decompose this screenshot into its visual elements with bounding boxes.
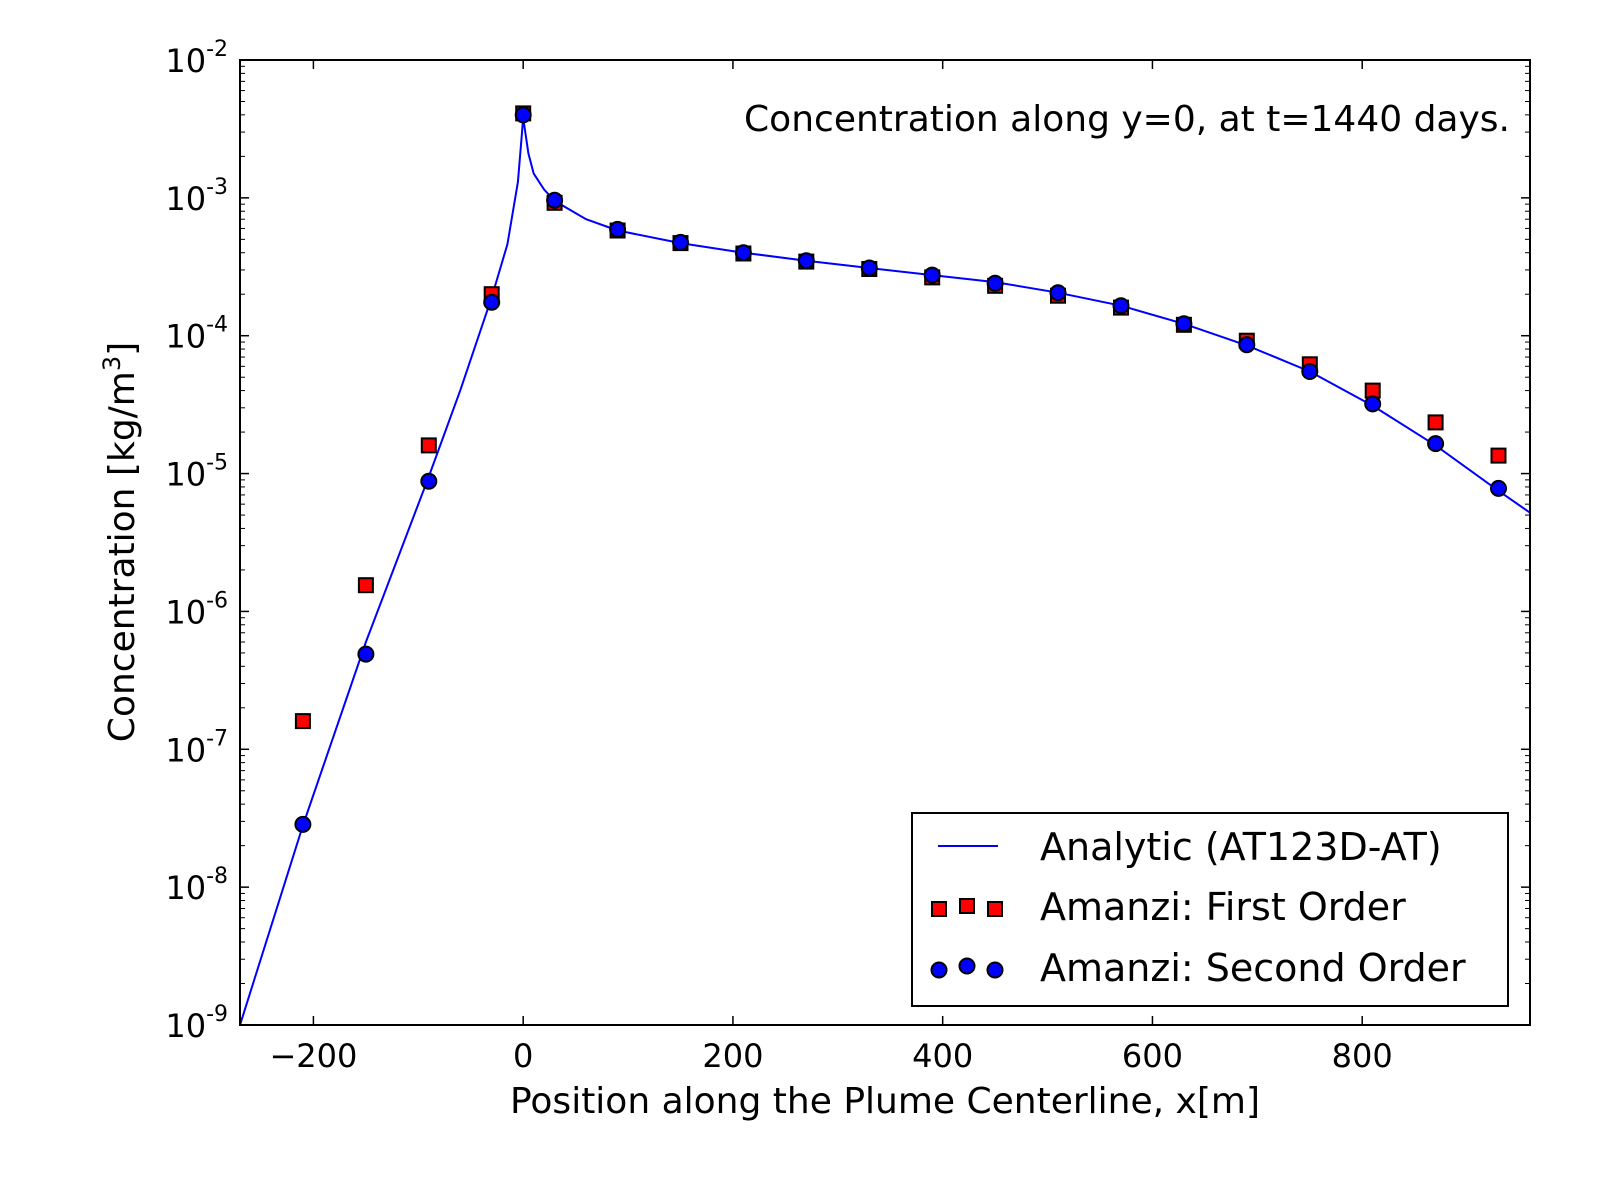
y-axis-label-sup: 3 [98, 356, 126, 371]
legend-label-analytic: Analytic (AT123D-AT) [1040, 825, 1442, 869]
second-order-point [514, 106, 532, 124]
legend: Analytic (AT123D-AT) Amanzi: First Order… [911, 812, 1509, 1007]
second-order-point [609, 220, 627, 238]
second-order-point [1301, 363, 1319, 380]
legend-marker-first-order [987, 901, 1003, 917]
y-axis-label: Concentration [kg/m3] [98, 342, 143, 742]
y-tick-label: 10-4 [165, 313, 228, 356]
second-order-point [483, 293, 501, 311]
first-order-point [294, 713, 311, 730]
y-tick-label: 10-7 [165, 726, 228, 769]
second-order-point [860, 259, 878, 277]
first-order-point [1427, 414, 1444, 431]
second-order-point [923, 266, 941, 284]
x-tick-label: 400 [912, 1037, 973, 1075]
second-order-point [1112, 297, 1130, 315]
y-tick-label: 10-2 [165, 37, 228, 80]
y-axis-label-end: ] [102, 342, 143, 356]
series-layer [240, 105, 1530, 1025]
plot-frame [239, 59, 1531, 1026]
y-tick-label: 10-9 [165, 1002, 228, 1045]
second-order-point [420, 472, 438, 490]
second-order-point [1175, 315, 1193, 333]
second-order-point [986, 274, 1004, 292]
x-tick-label: 600 [1122, 1037, 1183, 1075]
y-axis-label-main: Concentration [kg/m [102, 371, 143, 742]
first-order-point [357, 577, 374, 594]
legend-marker-second-order [986, 961, 1004, 979]
second-order-point [546, 191, 564, 209]
ticks-layer: −200 0 200 400 600 800 10-9 10-8 10-7 10-6 10-5 10-… [165, 37, 1530, 1075]
analytic-line [240, 117, 1530, 1025]
first-order-point [420, 437, 437, 454]
chart-annotation: Concentration along y=0, at t=1440 days. [744, 99, 1510, 140]
second-order-point [1490, 479, 1507, 497]
second-order-point [672, 233, 689, 251]
legend-label-second-order: Amanzi: Second Order [1040, 946, 1466, 990]
y-tick-label: 10-6 [165, 588, 228, 631]
legend-marker-first-order [959, 898, 975, 914]
second-order-point [357, 645, 375, 663]
y-tick-label: 10-8 [165, 864, 228, 907]
x-tick-label: 200 [702, 1037, 763, 1075]
second-order-point [797, 252, 815, 270]
x-axis-label: Position along the Plume Centerline, x[m… [510, 1081, 1260, 1122]
legend-marker-second-order [958, 957, 976, 975]
x-tick-label: 800 [1332, 1037, 1393, 1075]
x-tick-label: −200 [269, 1037, 357, 1075]
legend-label-first-order: Amanzi: First Order [1040, 885, 1406, 929]
first-order-point [1490, 447, 1507, 464]
second-order-point [1238, 336, 1256, 354]
legend-marker-first-order [931, 901, 947, 917]
y-tick-label: 10-5 [165, 451, 228, 494]
x-tick-label: 0 [513, 1037, 533, 1075]
second-order-point [294, 815, 312, 833]
second-order-point [1049, 284, 1067, 302]
second-order-point [734, 244, 752, 262]
legend-marker-second-order [930, 961, 948, 979]
legend-box [911, 812, 1509, 1007]
y-tick-label: 10-3 [165, 175, 228, 218]
second-order-point [1364, 395, 1382, 413]
second-order-point [1427, 435, 1445, 453]
